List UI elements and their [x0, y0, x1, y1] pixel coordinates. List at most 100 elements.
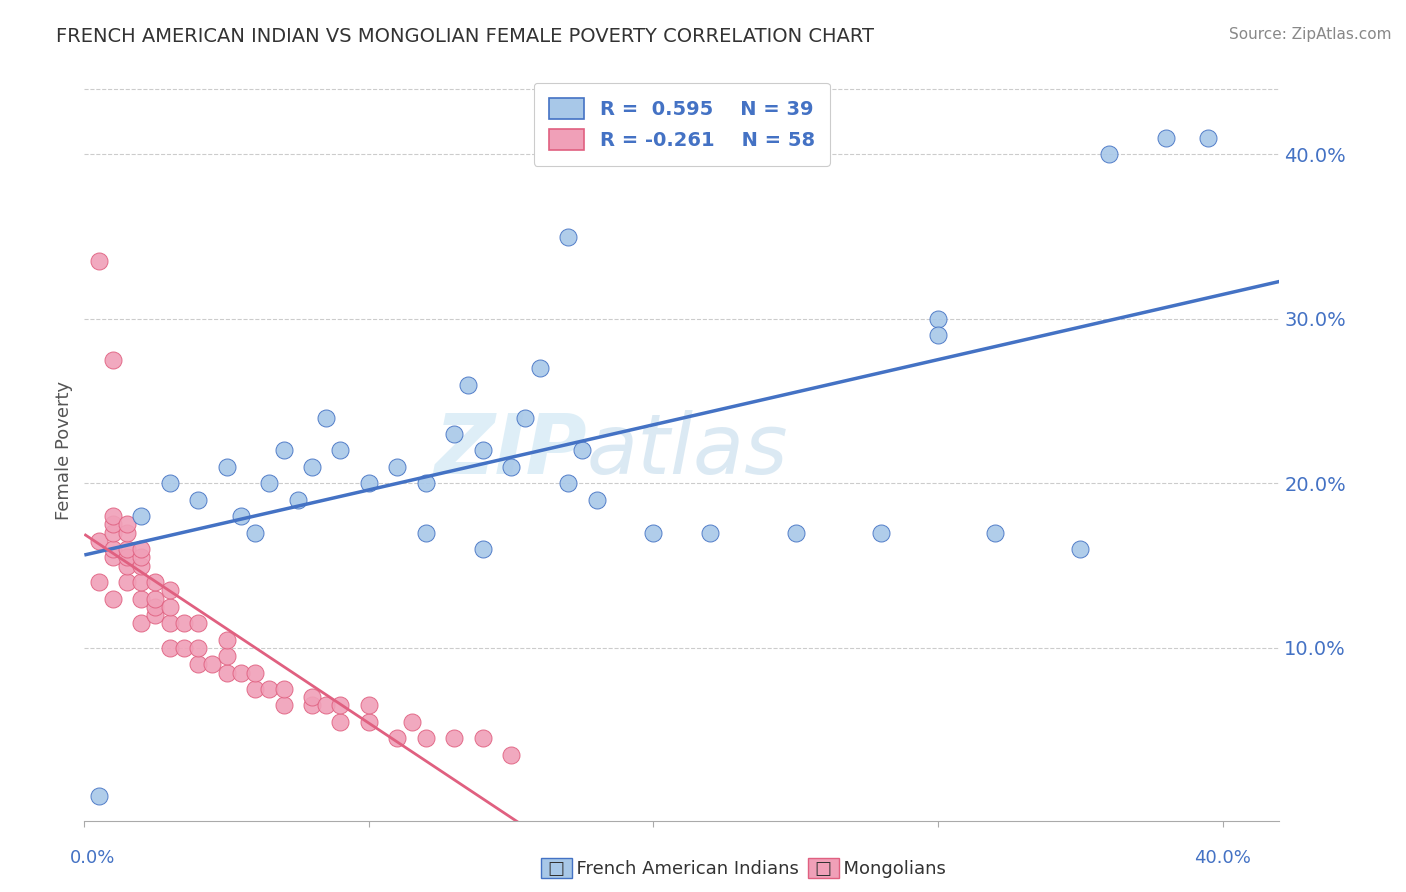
- Point: [87, 254, 110, 268]
- Point: [101, 542, 124, 557]
- Point: [215, 459, 238, 474]
- Text: Source: ZipAtlas.com: Source: ZipAtlas.com: [1229, 27, 1392, 42]
- Point: [1098, 147, 1121, 161]
- Point: [215, 632, 238, 647]
- Point: [159, 640, 181, 655]
- Point: [159, 476, 181, 491]
- Point: [145, 591, 167, 606]
- Point: [87, 575, 110, 590]
- Point: [457, 377, 479, 392]
- Point: [215, 649, 238, 664]
- Point: [557, 476, 579, 491]
- Point: [145, 599, 167, 614]
- Point: [101, 591, 124, 606]
- Point: [129, 550, 152, 565]
- Point: [471, 542, 494, 557]
- Point: [145, 575, 167, 590]
- Point: [159, 616, 181, 631]
- Point: [415, 525, 437, 540]
- Point: [159, 599, 181, 614]
- Point: [115, 525, 138, 540]
- Point: [984, 525, 1007, 540]
- Point: [357, 698, 380, 713]
- Point: [557, 229, 579, 244]
- Point: [571, 443, 593, 458]
- Point: [201, 657, 224, 672]
- Point: [387, 731, 409, 746]
- Point: [129, 575, 152, 590]
- Point: [415, 731, 437, 746]
- Point: [243, 525, 266, 540]
- Point: [215, 665, 238, 680]
- Point: [87, 789, 110, 803]
- Text: ZIP: ZIP: [433, 410, 586, 491]
- Point: [315, 410, 337, 425]
- Point: [129, 591, 152, 606]
- Point: [301, 459, 323, 474]
- Point: [101, 353, 124, 368]
- Point: [471, 443, 494, 458]
- Point: [101, 517, 124, 532]
- Text: □  Mongolians: □ Mongolians: [815, 860, 946, 878]
- Text: 40.0%: 40.0%: [1194, 848, 1251, 867]
- Point: [515, 410, 537, 425]
- Point: [173, 616, 195, 631]
- Text: atlas: atlas: [586, 410, 787, 491]
- Point: [443, 427, 465, 442]
- Point: [173, 640, 195, 655]
- Point: [115, 517, 138, 532]
- Text: 0.0%: 0.0%: [70, 848, 115, 867]
- Point: [273, 698, 295, 713]
- Y-axis label: Female Poverty: Female Poverty: [55, 381, 73, 520]
- Point: [329, 698, 352, 713]
- Point: [785, 525, 807, 540]
- Point: [315, 698, 337, 713]
- Point: [115, 558, 138, 573]
- Point: [129, 509, 152, 524]
- Point: [927, 328, 949, 343]
- Point: [243, 681, 266, 696]
- Point: [229, 665, 252, 680]
- Point: [229, 509, 252, 524]
- Point: [129, 542, 152, 557]
- Point: [1197, 131, 1219, 145]
- Point: [101, 525, 124, 540]
- Point: [187, 657, 209, 672]
- Point: [357, 476, 380, 491]
- Point: [301, 698, 323, 713]
- Text: □  French American Indians: □ French American Indians: [548, 860, 799, 878]
- Point: [585, 492, 607, 507]
- Point: [287, 492, 309, 507]
- Point: [187, 492, 209, 507]
- Point: [243, 665, 266, 680]
- Point: [443, 731, 465, 746]
- Point: [329, 443, 352, 458]
- Point: [329, 714, 352, 729]
- Point: [115, 575, 138, 590]
- Point: [387, 459, 409, 474]
- Point: [401, 714, 423, 729]
- Point: [129, 558, 152, 573]
- Point: [273, 443, 295, 458]
- Point: [159, 583, 181, 598]
- Point: [501, 459, 523, 474]
- Point: [273, 681, 295, 696]
- Point: [1069, 542, 1091, 557]
- Point: [115, 542, 138, 557]
- Point: [259, 476, 281, 491]
- Point: [501, 747, 523, 762]
- Point: [357, 714, 380, 729]
- Text: FRENCH AMERICAN INDIAN VS MONGOLIAN FEMALE POVERTY CORRELATION CHART: FRENCH AMERICAN INDIAN VS MONGOLIAN FEMA…: [56, 27, 875, 45]
- Point: [187, 616, 209, 631]
- Point: [101, 509, 124, 524]
- Point: [699, 525, 721, 540]
- Point: [415, 476, 437, 491]
- Point: [643, 525, 665, 540]
- Point: [145, 607, 167, 622]
- Point: [187, 640, 209, 655]
- Point: [471, 731, 494, 746]
- Point: [927, 311, 949, 326]
- Point: [259, 681, 281, 696]
- Legend: R =  0.595    N = 39, R = -0.261    N = 58: R = 0.595 N = 39, R = -0.261 N = 58: [533, 83, 831, 166]
- Point: [129, 616, 152, 631]
